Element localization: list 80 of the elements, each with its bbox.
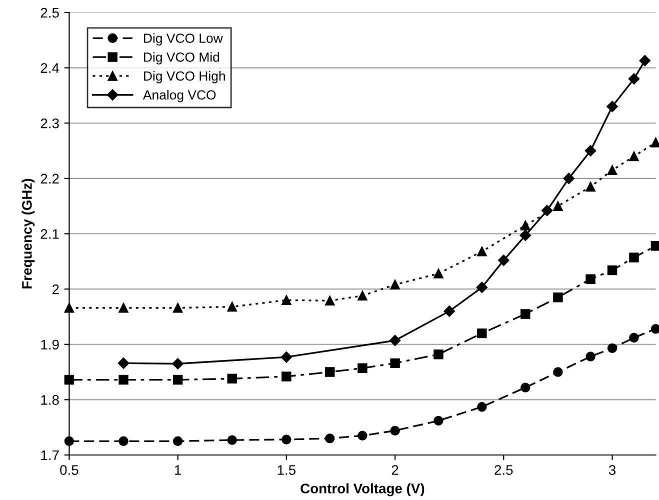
point xyxy=(390,280,400,290)
y-tick-label: 2.1 xyxy=(40,229,59,239)
point xyxy=(390,426,400,436)
x-axis-title: Control Voltage (V) xyxy=(300,483,424,496)
y-tick-label: 1.8 xyxy=(41,395,59,405)
point xyxy=(325,296,335,306)
point xyxy=(444,306,455,317)
point xyxy=(520,309,530,319)
point xyxy=(358,430,368,440)
point xyxy=(227,374,237,384)
point xyxy=(650,138,659,148)
point xyxy=(629,151,639,162)
point xyxy=(650,241,659,251)
point xyxy=(629,252,639,262)
point xyxy=(282,372,292,382)
y-axis-title: Frequency (GHz) xyxy=(22,178,35,288)
point xyxy=(118,303,128,313)
point xyxy=(606,100,618,112)
point xyxy=(520,382,530,392)
point xyxy=(280,351,292,363)
point xyxy=(227,302,237,312)
point xyxy=(629,332,639,343)
y-tick-label: 2.5 xyxy=(40,8,59,18)
point xyxy=(172,303,183,313)
point xyxy=(390,358,400,368)
point xyxy=(541,204,553,216)
point xyxy=(607,165,618,175)
point xyxy=(477,328,487,338)
y-tick-label: 2.3 xyxy=(40,118,59,128)
point xyxy=(639,55,650,66)
point xyxy=(325,434,335,444)
x-tick-label: 2.5 xyxy=(494,465,513,475)
point xyxy=(118,374,128,385)
point xyxy=(498,254,510,266)
y-tick-label: 1.7 xyxy=(41,450,59,460)
point xyxy=(607,343,618,354)
point xyxy=(607,265,618,276)
y-tick-label: 1.9 xyxy=(41,340,59,350)
point xyxy=(434,268,444,278)
point xyxy=(389,334,401,346)
y-tick-label: 2 xyxy=(52,284,59,294)
point xyxy=(172,436,183,446)
point xyxy=(358,290,368,301)
point xyxy=(282,295,292,305)
legend-label: Analog VCO xyxy=(142,90,216,102)
point xyxy=(477,246,487,256)
y-tick-label: 2.2 xyxy=(40,174,59,184)
point xyxy=(172,374,183,385)
legend-label: Dig VCO High xyxy=(144,71,225,84)
point xyxy=(325,367,335,377)
point xyxy=(358,363,368,374)
point xyxy=(553,367,563,377)
point xyxy=(118,358,130,369)
point xyxy=(434,349,444,360)
point xyxy=(628,73,640,84)
point xyxy=(118,436,128,446)
point xyxy=(650,324,659,334)
point xyxy=(553,292,563,302)
y-tick-label: 2.4 xyxy=(40,63,60,73)
point xyxy=(172,358,184,370)
point xyxy=(282,434,292,444)
point xyxy=(520,220,530,230)
x-tick-label: 1.5 xyxy=(278,465,296,475)
point xyxy=(586,182,596,192)
x-tick-label: 0.5 xyxy=(60,465,78,475)
point xyxy=(477,402,487,412)
point xyxy=(520,230,531,242)
point xyxy=(434,416,444,426)
legend-label: Dig VCO Mid xyxy=(144,52,220,64)
point xyxy=(476,282,488,294)
x-tick-label: 2 xyxy=(392,465,398,475)
point xyxy=(584,145,596,156)
x-tick-label: 3 xyxy=(608,465,616,475)
point xyxy=(586,352,596,362)
point xyxy=(227,435,237,445)
point xyxy=(586,274,596,284)
x-tick-label: 1 xyxy=(175,465,181,475)
point xyxy=(553,201,563,211)
legend-label: Dig VCO Low xyxy=(144,33,223,46)
point xyxy=(563,172,574,184)
